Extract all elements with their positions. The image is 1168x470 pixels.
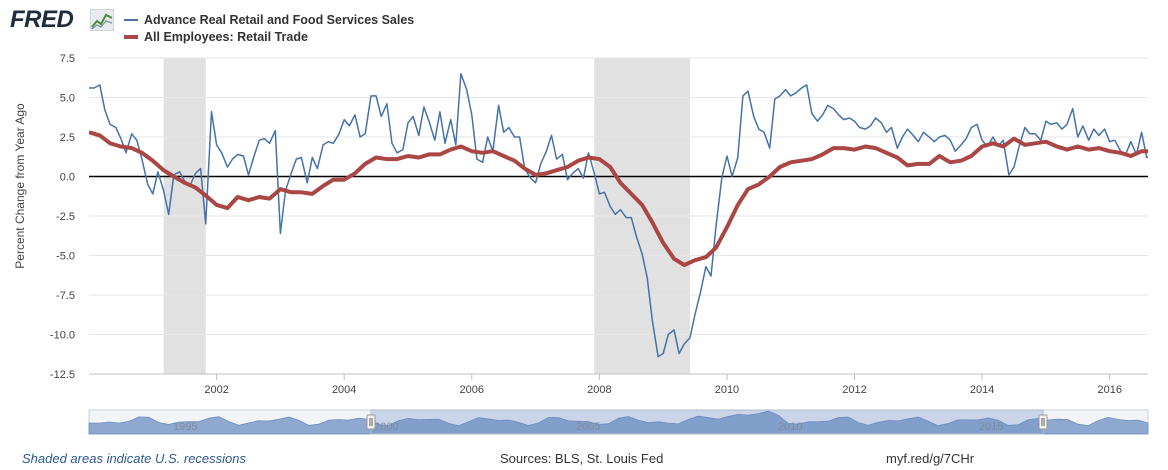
legend: Advance Real Retail and Food Services Sa… bbox=[124, 11, 414, 45]
legend-label: All Employees: Retail Trade bbox=[144, 29, 308, 44]
navigator-handle-left[interactable] bbox=[366, 414, 376, 430]
y-tick-label: 5.0 bbox=[60, 93, 75, 105]
recession-note: Shaded areas indicate U.S. recessions bbox=[22, 451, 247, 466]
x-tick-label: 2010 bbox=[715, 384, 739, 396]
sources-text: Sources: BLS, St. Louis Fed bbox=[500, 451, 664, 466]
navigator-year-label: 2000 bbox=[374, 421, 398, 433]
fred-logo[interactable]: FRED bbox=[10, 6, 74, 33]
y-tick-label: 0.0 bbox=[60, 172, 75, 184]
navigator-selection[interactable] bbox=[370, 409, 1044, 435]
x-tick-label: 2006 bbox=[460, 384, 484, 396]
x-tick-label: 2008 bbox=[587, 384, 611, 396]
y-tick-label: 2.5 bbox=[60, 132, 75, 144]
legend-swatch bbox=[124, 18, 138, 21]
x-tick-label: 2002 bbox=[204, 384, 228, 396]
navigator-year-label: 1995 bbox=[173, 421, 197, 433]
y-tick-label: -5.0 bbox=[56, 251, 75, 263]
y-axis-title-text: Percent Change from Year Ago bbox=[13, 103, 27, 269]
series-line-retail-sales bbox=[89, 73, 1148, 358]
navigator-area bbox=[88, 410, 1149, 435]
y-tick-label: -7.5 bbox=[56, 290, 75, 302]
navigator-year-label: 2010 bbox=[778, 421, 802, 433]
series-line-retail-employees bbox=[89, 130, 1148, 267]
y-tick-label: -2.5 bbox=[56, 211, 75, 223]
x-tick-label: 2016 bbox=[1097, 384, 1121, 396]
navigator-year-label: 2005 bbox=[576, 421, 600, 433]
y-tick-label: 7.5 bbox=[60, 53, 75, 65]
legend-item-retail-employees[interactable]: All Employees: Retail Trade bbox=[124, 28, 414, 45]
y-tick-label: -12.5 bbox=[50, 369, 75, 381]
chart-line-icon bbox=[90, 9, 114, 31]
x-tick-label: 2014 bbox=[970, 384, 994, 396]
navigator-handle-right[interactable] bbox=[1038, 414, 1048, 430]
x-tick-label: 2004 bbox=[332, 384, 356, 396]
navigator-year-label: 2015 bbox=[979, 421, 1003, 433]
y-tick-label: -10.0 bbox=[50, 330, 75, 342]
short-link[interactable]: myf.red/g/7CHr bbox=[886, 451, 975, 466]
legend-label: Advance Real Retail and Food Services Sa… bbox=[144, 12, 415, 27]
legend-swatch bbox=[124, 34, 138, 39]
x-tick-label: 2012 bbox=[842, 384, 866, 396]
legend-item-retail-sales[interactable]: Advance Real Retail and Food Services Sa… bbox=[124, 11, 414, 28]
